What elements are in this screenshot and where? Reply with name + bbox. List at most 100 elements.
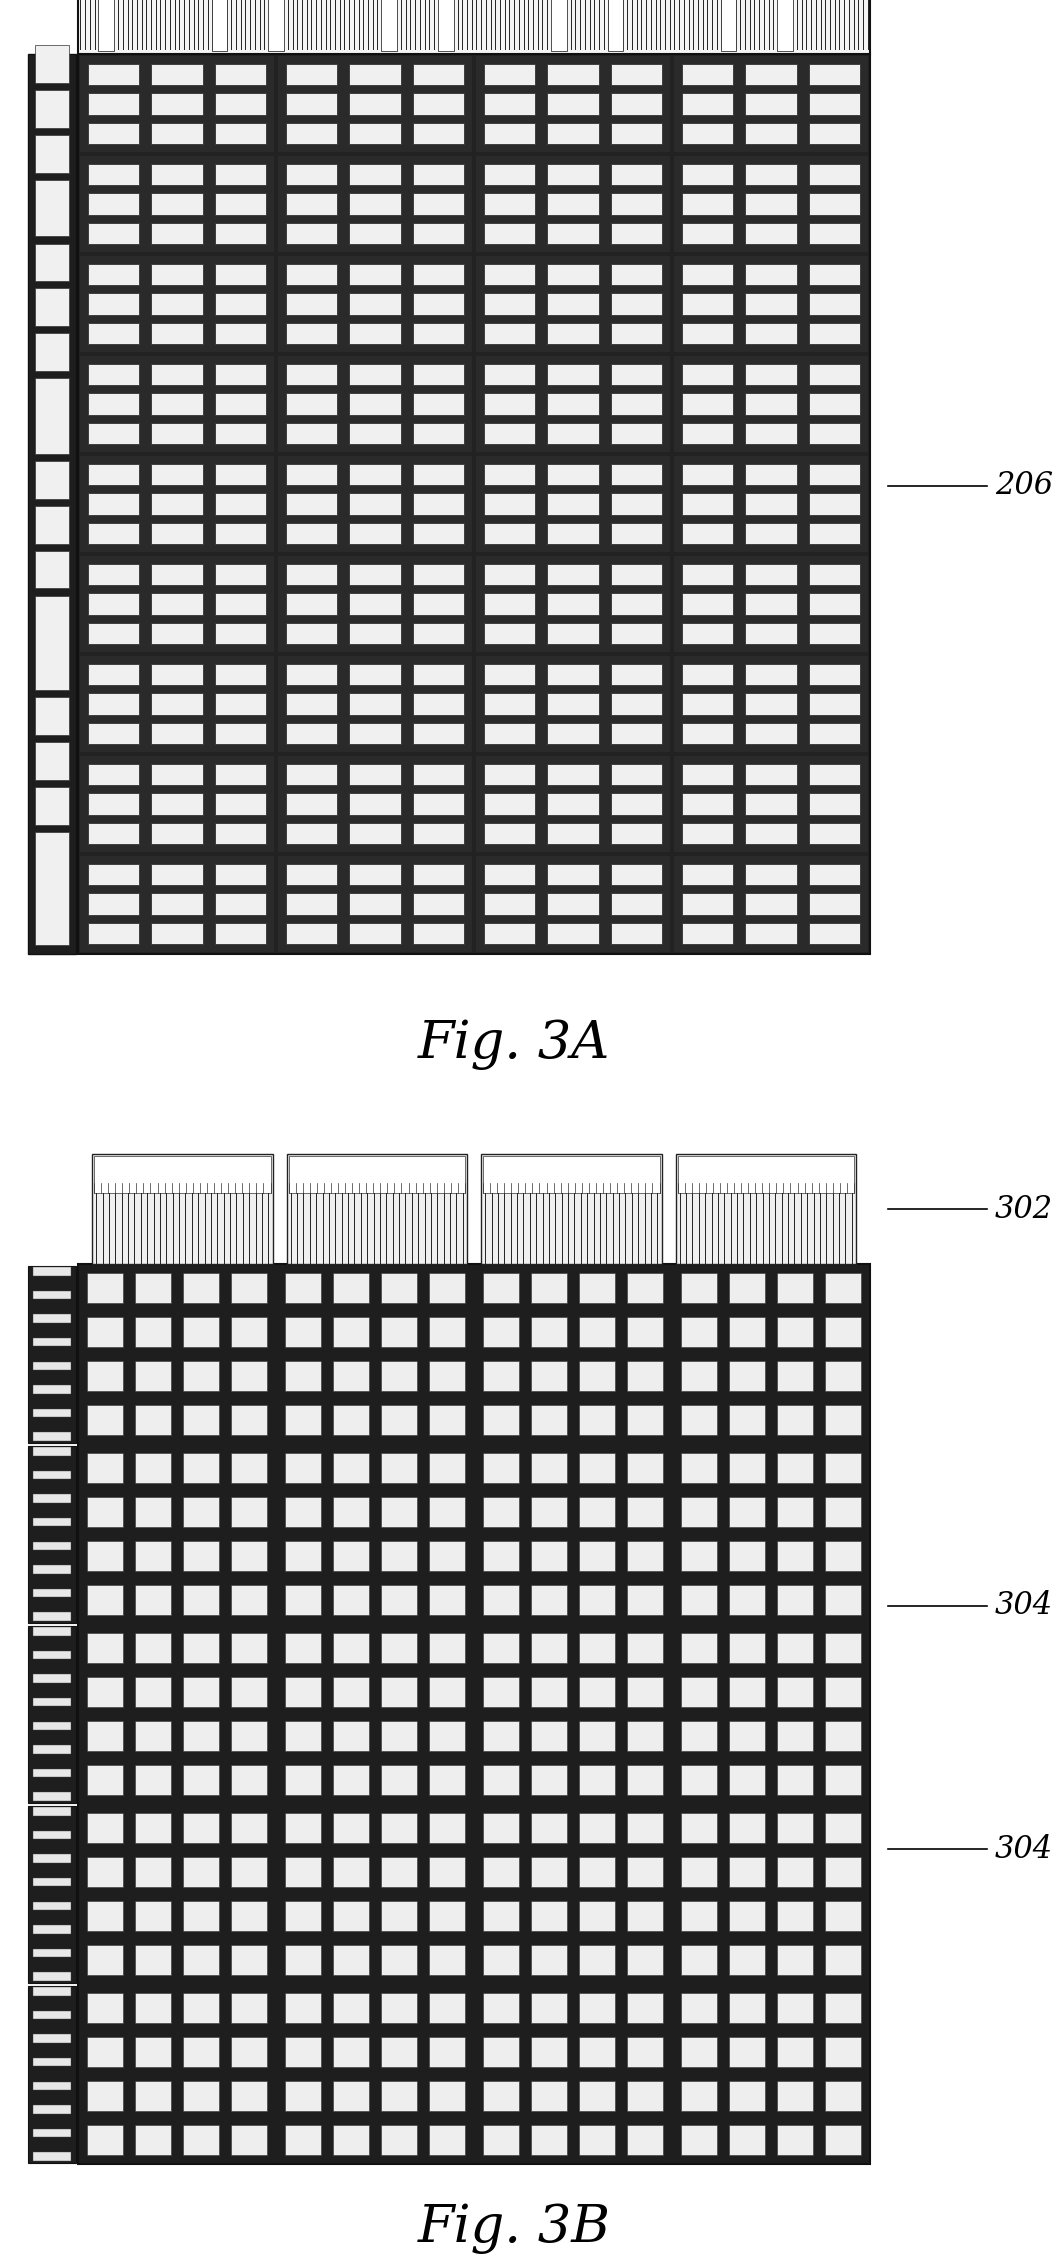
Bar: [825, 1318, 861, 1347]
Bar: [33, 1268, 71, 1275]
Bar: [809, 593, 860, 616]
Bar: [231, 1945, 267, 1974]
Bar: [809, 564, 860, 586]
Bar: [729, 1361, 765, 1390]
Bar: [484, 1272, 520, 1304]
Bar: [532, 1813, 568, 1843]
Bar: [33, 1721, 71, 1730]
Bar: [484, 792, 536, 815]
Bar: [547, 365, 598, 385]
Bar: [777, 1721, 813, 1750]
Bar: [286, 63, 337, 86]
Bar: [412, 265, 465, 285]
Bar: [674, 156, 868, 251]
Bar: [88, 365, 139, 385]
Bar: [610, 564, 662, 586]
Bar: [333, 1318, 369, 1347]
Bar: [547, 163, 598, 186]
Bar: [349, 292, 401, 315]
Text: 304: 304: [995, 1592, 1053, 1621]
Bar: [484, 1856, 520, 1886]
Bar: [777, 0, 793, 52]
Bar: [35, 743, 69, 779]
Bar: [681, 63, 733, 86]
Bar: [412, 163, 465, 186]
Bar: [610, 464, 662, 484]
Bar: [33, 1386, 71, 1395]
Bar: [809, 321, 860, 344]
Bar: [87, 1678, 123, 1707]
Bar: [349, 663, 401, 686]
Bar: [745, 494, 797, 514]
Bar: [94, 1157, 270, 1193]
Bar: [547, 222, 598, 245]
Bar: [681, 1272, 718, 1304]
Bar: [231, 1272, 267, 1304]
Bar: [674, 256, 868, 351]
Bar: [579, 2081, 614, 2110]
Bar: [681, 1856, 718, 1886]
Bar: [484, 1361, 520, 1390]
Bar: [626, 2081, 662, 2110]
Bar: [476, 756, 670, 851]
Bar: [532, 1585, 568, 1614]
Bar: [28, 1804, 75, 1983]
Bar: [626, 1813, 662, 1843]
Bar: [745, 423, 797, 444]
Bar: [809, 663, 860, 686]
Bar: [333, 1497, 369, 1526]
Bar: [87, 1902, 123, 1931]
Bar: [381, 1453, 417, 1483]
Bar: [681, 494, 733, 514]
Bar: [412, 523, 465, 543]
Bar: [484, 1945, 520, 1974]
Bar: [532, 1318, 568, 1347]
Bar: [183, 1318, 219, 1347]
Bar: [183, 1406, 219, 1435]
Bar: [674, 57, 868, 152]
Bar: [484, 1678, 520, 1707]
Bar: [87, 1856, 123, 1886]
Bar: [135, 1542, 171, 1571]
Bar: [809, 265, 860, 285]
Bar: [80, 657, 274, 752]
Bar: [80, 856, 274, 951]
Bar: [484, 2038, 520, 2067]
Bar: [677, 1157, 854, 1193]
Bar: [35, 831, 69, 944]
Bar: [286, 865, 337, 885]
Bar: [484, 1585, 520, 1614]
Bar: [610, 865, 662, 885]
Bar: [87, 1632, 123, 1664]
Bar: [610, 394, 662, 414]
Bar: [745, 792, 797, 815]
Bar: [626, 1453, 662, 1483]
Bar: [412, 63, 465, 86]
Bar: [87, 1272, 123, 1304]
Bar: [87, 1497, 123, 1526]
Bar: [33, 2081, 71, 2090]
Bar: [80, 355, 274, 453]
Bar: [547, 63, 598, 86]
Bar: [349, 763, 401, 786]
Bar: [428, 1497, 465, 1526]
Bar: [412, 494, 465, 514]
Bar: [349, 822, 401, 844]
Bar: [381, 1497, 417, 1526]
Bar: [412, 122, 465, 145]
Bar: [349, 464, 401, 484]
Bar: [151, 93, 203, 115]
Bar: [745, 63, 797, 86]
Bar: [277, 1626, 472, 1802]
Bar: [231, 1318, 267, 1347]
Bar: [151, 523, 203, 543]
Bar: [412, 423, 465, 444]
Bar: [286, 321, 337, 344]
Bar: [681, 265, 733, 285]
Text: 206: 206: [995, 471, 1053, 503]
Bar: [87, 1361, 123, 1390]
Bar: [80, 1444, 274, 1623]
Bar: [681, 1542, 718, 1571]
Bar: [681, 423, 733, 444]
Bar: [87, 1542, 123, 1571]
